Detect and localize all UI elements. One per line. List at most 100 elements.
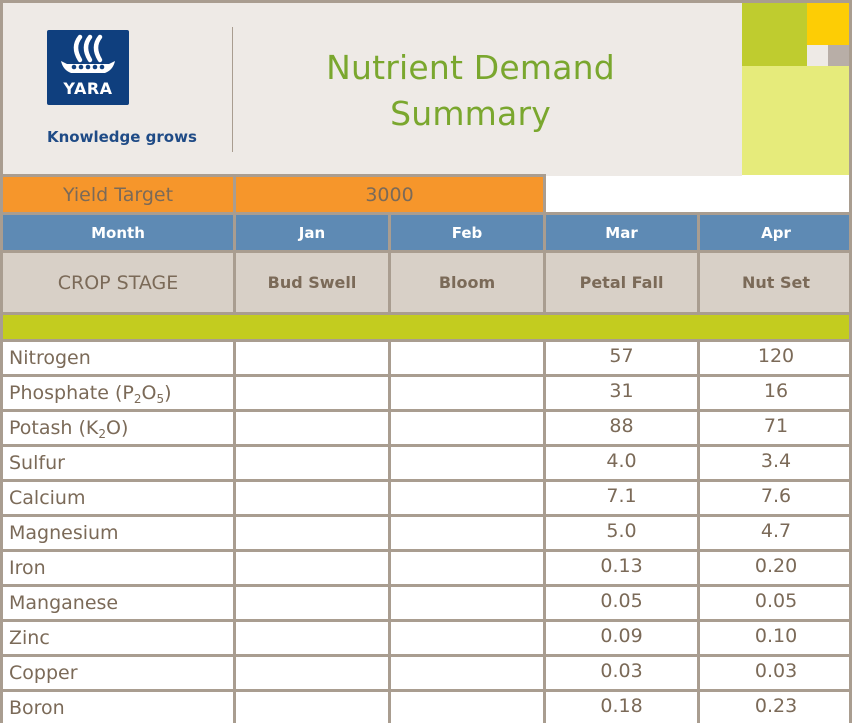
- value-cell: 0.05: [697, 584, 852, 622]
- value-cell: [233, 654, 391, 692]
- value-cell: [233, 549, 391, 587]
- value-cell: 7.1: [543, 479, 701, 517]
- title-line-1: Nutrient Demand: [326, 48, 615, 87]
- value-cell: 4.7: [697, 514, 852, 552]
- yara-logo: YARA: [47, 30, 129, 105]
- value-cell: 0.23: [697, 689, 852, 723]
- header: YARA Knowledge grows Nutrient Demand Sum…: [0, 0, 852, 177]
- separator-band-cell: [0, 312, 852, 342]
- value-cell: [387, 444, 547, 482]
- value-cell: [233, 584, 391, 622]
- value-cell: 7.6: [697, 479, 852, 517]
- decor-block-grey: [828, 45, 849, 66]
- month-header: Month: [0, 212, 236, 253]
- month-mar: Mar: [543, 212, 701, 253]
- table-row: Zinc 0.09 0.10: [0, 619, 852, 657]
- value-cell: 71: [697, 409, 852, 447]
- value-cell: [233, 689, 391, 723]
- decor-block-light: [807, 45, 828, 66]
- nutrient-label: Sulfur: [0, 444, 236, 482]
- value-cell: 120: [697, 339, 852, 377]
- table-row: Boron 0.18 0.23: [0, 689, 852, 723]
- nutrient-label: Potash (K2O): [0, 409, 236, 447]
- value-cell: [233, 409, 391, 447]
- value-cell: [387, 654, 547, 692]
- header-divider: [232, 27, 233, 152]
- value-cell: 0.10: [697, 619, 852, 657]
- yield-empty-cell: [543, 175, 852, 215]
- value-cell: [233, 479, 391, 517]
- value-cell: [387, 689, 547, 723]
- value-cell: [387, 619, 547, 657]
- value-cell: 0.09: [543, 619, 701, 657]
- value-cell: 31: [543, 374, 701, 412]
- value-cell: [387, 584, 547, 622]
- month-feb: Feb: [387, 212, 547, 253]
- nutrient-table: Yield Target 3000 Month Jan Feb Mar Apr …: [0, 174, 852, 723]
- table-row: Copper 0.03 0.03: [0, 654, 852, 692]
- nutrient-label: Phosphate (P2O5): [0, 374, 236, 412]
- value-cell: [233, 514, 391, 552]
- value-cell: [387, 514, 547, 552]
- value-cell: 0.05: [543, 584, 701, 622]
- table-row: Nitrogen 57 120: [0, 339, 852, 377]
- decor-block-yellow: [807, 3, 849, 45]
- month-jan: Jan: [233, 212, 391, 253]
- viking-ship-icon: [61, 34, 115, 73]
- nutrient-label: Zinc: [0, 619, 236, 657]
- nutrient-label: Nitrogen: [0, 339, 236, 377]
- stage-bud-swell: Bud Swell: [233, 250, 391, 315]
- value-cell: [233, 374, 391, 412]
- yield-target-row: Yield Target 3000: [0, 174, 852, 215]
- decor-block-pale: [742, 66, 849, 175]
- yield-target-label: Yield Target: [0, 174, 236, 215]
- frame-border-right: [849, 0, 852, 723]
- month-apr: Apr: [697, 212, 852, 253]
- logo-wordmark: YARA: [63, 79, 113, 98]
- crop-stage-header: CROP STAGE: [0, 250, 236, 315]
- stage-nut-set: Nut Set: [697, 250, 852, 315]
- nutrient-label: Calcium: [0, 479, 236, 517]
- value-cell: 0.03: [697, 654, 852, 692]
- value-cell: 0.03: [543, 654, 701, 692]
- nutrient-label: Boron: [0, 689, 236, 723]
- value-cell: [387, 549, 547, 587]
- nutrient-label: Copper: [0, 654, 236, 692]
- value-cell: [387, 374, 547, 412]
- page-title: Nutrient Demand Summary: [233, 45, 708, 137]
- value-cell: 0.20: [697, 549, 852, 587]
- value-cell: 5.0: [543, 514, 701, 552]
- stage-petal-fall: Petal Fall: [543, 250, 701, 315]
- nutrient-label: Iron: [0, 549, 236, 587]
- table-row: Sulfur 4.0 3.4: [0, 444, 852, 482]
- value-cell: 16: [697, 374, 852, 412]
- value-cell: [387, 339, 547, 377]
- nutrient-label: Manganese: [0, 584, 236, 622]
- value-cell: 0.18: [543, 689, 701, 723]
- table-row: Manganese 0.05 0.05: [0, 584, 852, 622]
- nutrient-label: Magnesium: [0, 514, 236, 552]
- value-cell: 88: [543, 409, 701, 447]
- value-cell: [233, 339, 391, 377]
- crop-stage-row: CROP STAGE Bud Swell Bloom Petal Fall Nu…: [0, 250, 852, 315]
- decor-block-green: [742, 3, 807, 66]
- frame-border-left: [0, 0, 3, 723]
- month-header-row: Month Jan Feb Mar Apr: [0, 212, 852, 253]
- stage-bloom: Bloom: [387, 250, 547, 315]
- value-cell: 4.0: [543, 444, 701, 482]
- title-line-2: Summary: [390, 94, 551, 133]
- value-cell: [387, 479, 547, 517]
- value-cell: [387, 409, 547, 447]
- table-row: Iron 0.13 0.20: [0, 549, 852, 587]
- table-row: Calcium 7.1 7.6: [0, 479, 852, 517]
- value-cell: 0.13: [543, 549, 701, 587]
- value-cell: [233, 619, 391, 657]
- yield-target-value[interactable]: 3000: [232, 174, 547, 215]
- tagline: Knowledge grows: [47, 128, 197, 146]
- value-cell: 57: [543, 339, 701, 377]
- separator-band: [0, 312, 852, 342]
- table-row: Potash (K2O) 88 71: [0, 409, 852, 447]
- value-cell: 3.4: [697, 444, 852, 482]
- value-cell: [233, 444, 391, 482]
